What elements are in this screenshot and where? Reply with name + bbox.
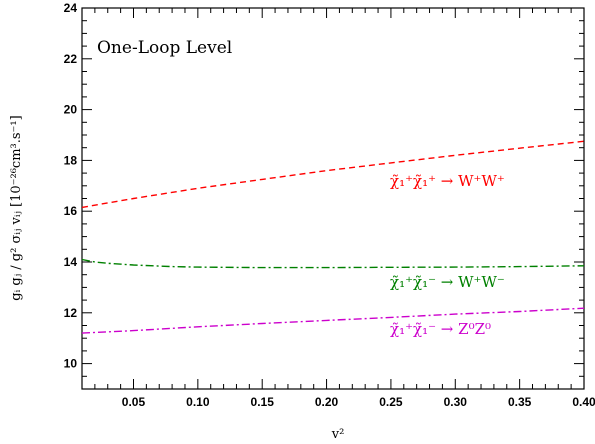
series-line-ww-plus [81,140,585,209]
y-tick-label: 10 [64,357,78,371]
x-tick-label: 0.05 [122,395,146,409]
series-label-ww-plus: χ̃₁⁺χ̃₁⁺ → W⁺W⁺ [390,172,505,190]
x-tick-label: 0.15 [251,395,275,409]
series-label-ww-minus: χ̃₁⁺χ̃₁⁻ → W⁺W⁻ [390,273,505,291]
x-tick-label: 0.10 [186,395,210,409]
y-tick-label: 14 [64,255,78,269]
x-tick-labels: 0.05 0.10 0.15 0.20 0.25 0.30 0.35 0.40 [122,395,595,409]
plot-frame [81,7,585,390]
axis-ticks [81,7,585,390]
y-tick-label: 24 [64,1,78,15]
series-line-ww-minus [81,258,585,269]
y-tick-label: 18 [64,153,78,167]
series-lines [81,140,585,334]
y-tick-label: 22 [64,52,78,66]
x-tick-label: 0.20 [315,395,339,409]
x-tick-label: 0.30 [444,395,468,409]
y-tick-labels: 10 12 14 16 18 20 22 24 [64,1,78,371]
y-tick-label: 12 [64,306,78,320]
series-label-zz: χ̃₁⁺χ̃₁⁻ → Z⁰Z⁰ [390,320,491,338]
x-tick-label: 0.25 [379,395,403,409]
x-tick-label: 0.35 [508,395,532,409]
y-axis-label: gᵢ gⱼ / g² σᵢⱼ vᵢⱼ [10⁻²⁶cm³.s⁻¹] [9,115,24,300]
y-tick-label: 16 [64,204,78,218]
y-tick-label: 20 [64,103,78,117]
x-tick-label: 0.40 [572,395,595,409]
annotation-text: One-Loop Level [97,38,232,58]
series-line-zz [81,307,585,334]
x-axis-label: v² [331,427,345,442]
